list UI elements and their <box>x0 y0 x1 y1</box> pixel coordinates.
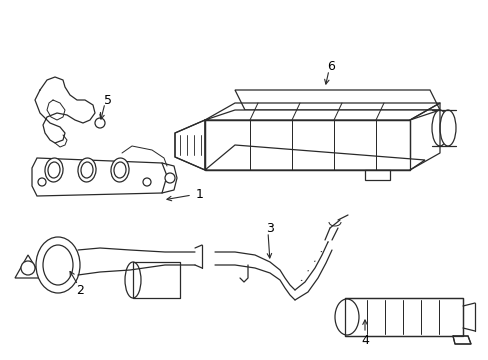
Text: 6: 6 <box>326 59 334 72</box>
Ellipse shape <box>111 158 129 182</box>
Ellipse shape <box>334 299 358 335</box>
Ellipse shape <box>114 162 126 178</box>
Text: 1: 1 <box>196 188 203 201</box>
Polygon shape <box>204 145 424 170</box>
Circle shape <box>164 173 175 183</box>
Polygon shape <box>452 336 470 344</box>
Ellipse shape <box>36 237 80 293</box>
Circle shape <box>21 261 35 275</box>
Ellipse shape <box>81 162 93 178</box>
Ellipse shape <box>43 245 73 285</box>
Ellipse shape <box>439 110 455 146</box>
Ellipse shape <box>431 110 447 146</box>
Ellipse shape <box>78 158 96 182</box>
Polygon shape <box>235 90 439 110</box>
Text: 3: 3 <box>265 221 273 234</box>
Text: 2: 2 <box>76 284 84 297</box>
Polygon shape <box>175 120 204 170</box>
Polygon shape <box>345 298 462 336</box>
Text: 4: 4 <box>360 333 368 346</box>
Polygon shape <box>32 158 167 196</box>
Ellipse shape <box>48 162 60 178</box>
Polygon shape <box>15 255 42 278</box>
Circle shape <box>38 178 46 186</box>
Polygon shape <box>204 110 439 120</box>
Polygon shape <box>364 170 389 180</box>
Text: 5: 5 <box>104 94 112 107</box>
Circle shape <box>142 178 151 186</box>
Polygon shape <box>204 120 409 170</box>
Ellipse shape <box>125 262 141 298</box>
Circle shape <box>95 118 105 128</box>
Ellipse shape <box>45 158 63 182</box>
